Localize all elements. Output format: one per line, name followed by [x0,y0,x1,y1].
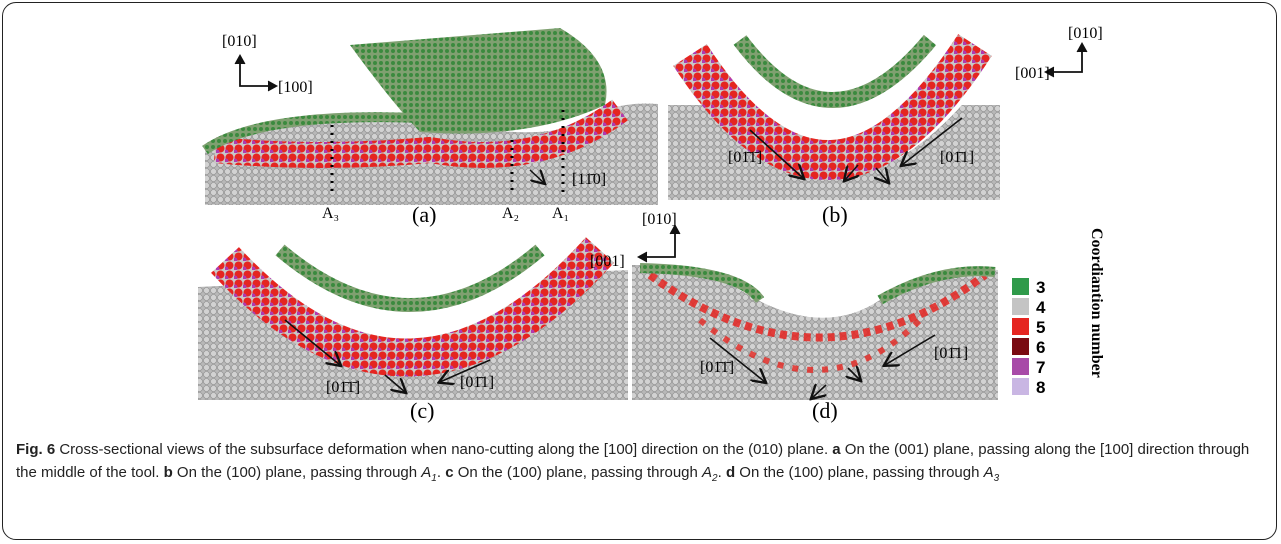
page: Coordiantion number (a)[010][100]A₃A₂A₁[… [0,0,1281,544]
annotation: [010] [222,33,257,50]
legend-label: 7 [1036,358,1045,377]
caption-part: . [718,464,726,481]
annotation: [01̄1] [940,149,974,166]
caption-part: A [984,464,994,481]
caption: Fig. 6 Cross-sectional views of the subs… [16,438,1266,490]
annotation: [100] [278,79,313,96]
legend-label: 8 [1036,378,1045,397]
legend-swatch [1012,278,1029,295]
caption-part: Cross-sectional views of the subsurface … [55,441,832,458]
caption-part: On the (100) plane, passing through [454,464,703,481]
legend-title: Coordiantion number [1088,228,1105,378]
caption-part: A [421,464,431,481]
annotation: A₁ [552,205,569,222]
caption-part: a [832,441,840,458]
legend-swatch [1012,358,1029,375]
legend-swatch [1012,298,1029,315]
annotation: [001] [1015,65,1050,82]
annotation: [010] [1068,25,1103,42]
annotation: [001] [590,253,625,270]
legend-swatch [1012,318,1029,335]
panel-label: (d) [812,398,838,423]
caption-part: d [726,464,735,481]
caption-part: 3 [994,473,1000,484]
caption-part: On the (100) plane, passing through [735,464,984,481]
caption-part: Fig. 6 [16,441,55,458]
legend-label: 3 [1036,278,1045,297]
panel-d-image [632,225,998,400]
legend-label: 4 [1036,298,1046,317]
panel-label: (c) [410,398,434,423]
caption-part: b [164,464,173,481]
legend-label: 6 [1036,338,1045,357]
legend-swatch [1012,378,1029,395]
annotation: A₃ [322,205,339,222]
caption-part: . [437,464,445,481]
panel-label: (a) [412,202,436,227]
annotation: [11̄0] [572,171,606,188]
annotation: [01̄1] [934,345,968,362]
annotation: [01̄1̄] [700,359,734,376]
annotation: [010] [642,211,677,228]
annotation: [01̄1̄] [728,149,762,166]
legend-swatch [1012,338,1029,355]
panel-label: (b) [822,202,848,227]
legend-label: 5 [1036,318,1045,337]
annotation: [01̄1̄] [326,379,360,396]
caption-part: A [702,464,712,481]
annotation: [01̄1] [460,374,494,391]
panel-c-image [198,250,628,400]
caption-part: On the (100) plane, passing through [173,464,422,481]
annotation: A₂ [502,205,519,222]
panel-b-image [668,40,1087,200]
caption-part: c [445,464,453,481]
